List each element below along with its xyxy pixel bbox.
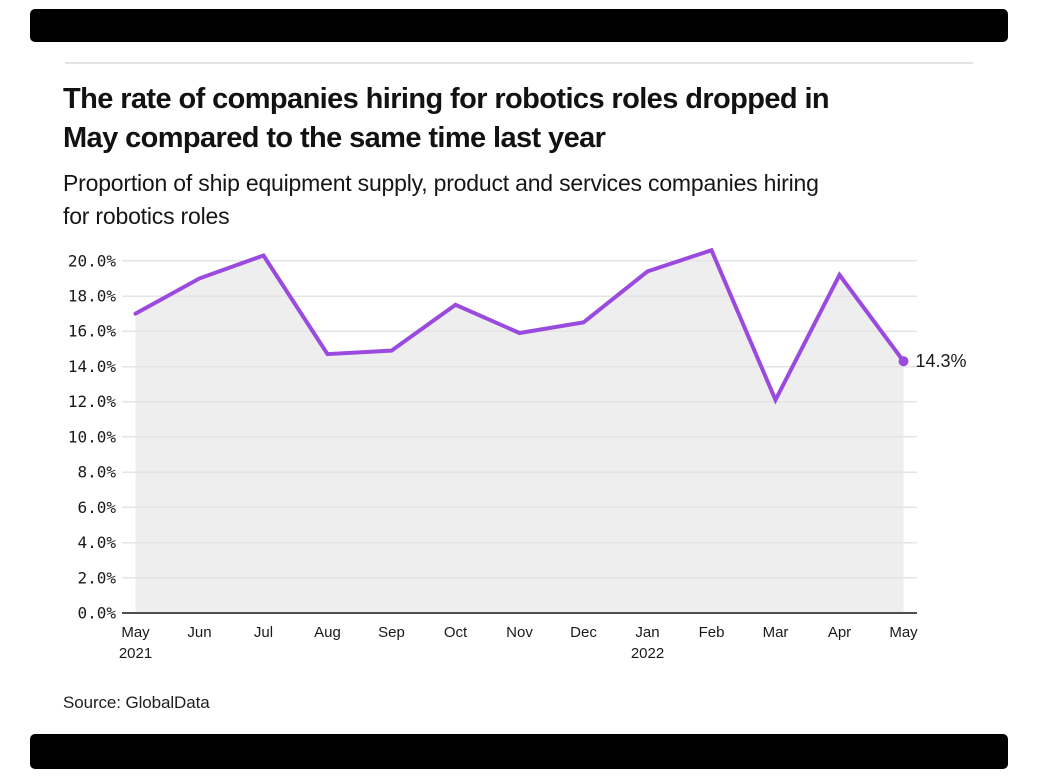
x-tick-label: May bbox=[889, 624, 918, 641]
x-tick-label: Aug bbox=[314, 624, 341, 641]
y-tick-label: 10.0% bbox=[68, 427, 117, 446]
data-line bbox=[133, 247, 906, 405]
y-tick-label: 12.0% bbox=[68, 392, 117, 411]
x-tick-label: Sep bbox=[378, 624, 405, 641]
x-tick-label: Oct bbox=[444, 624, 468, 641]
x-tick-label: Jul bbox=[254, 624, 273, 641]
end-value-label: 14.3% bbox=[916, 351, 967, 371]
y-tick-label: 4.0% bbox=[77, 533, 116, 552]
x-year-label: 2022 bbox=[631, 645, 664, 662]
x-tick-label: Apr bbox=[828, 624, 851, 641]
subtitle-line-1: Proportion of ship equipment supply, pro… bbox=[63, 170, 819, 196]
x-tick-label: Mar bbox=[763, 624, 789, 641]
y-tick-label: 20.0% bbox=[68, 251, 117, 270]
x-tick-label: Feb bbox=[699, 624, 725, 641]
y-tick-label: 6.0% bbox=[77, 498, 116, 517]
top-bar bbox=[30, 9, 1008, 42]
x-tick-label: Dec bbox=[570, 624, 597, 641]
chart-headline: The rate of companies hiring for robotic… bbox=[63, 80, 830, 158]
header-divider bbox=[65, 62, 973, 64]
y-tick-label: 18.0% bbox=[68, 287, 117, 306]
x-tick-label: May bbox=[121, 624, 150, 641]
source-attribution: Source: GlobalData bbox=[63, 693, 210, 712]
subtitle-line-2: for robotics roles bbox=[63, 203, 230, 229]
x-tick-label: Jun bbox=[187, 624, 211, 641]
headline-line-2: May compared to the same time last year bbox=[63, 122, 606, 154]
headline-line-1: The rate of companies hiring for robotic… bbox=[63, 83, 830, 115]
y-tick-label: 8.0% bbox=[77, 463, 116, 482]
area-fill bbox=[135, 250, 904, 613]
y-tick-label: 14.0% bbox=[68, 357, 117, 376]
bottom-bar bbox=[30, 734, 1008, 769]
y-tick-label: 0.0% bbox=[77, 604, 116, 623]
x-year-label: 2021 bbox=[119, 645, 152, 662]
end-point-marker bbox=[898, 356, 909, 367]
y-tick-label: 16.0% bbox=[68, 322, 117, 341]
x-tick-label: Jan bbox=[635, 624, 659, 641]
x-tick-label: Nov bbox=[506, 624, 533, 641]
chart-subtitle: Proportion of ship equipment supply, pro… bbox=[63, 167, 819, 233]
y-tick-label: 2.0% bbox=[77, 568, 116, 587]
